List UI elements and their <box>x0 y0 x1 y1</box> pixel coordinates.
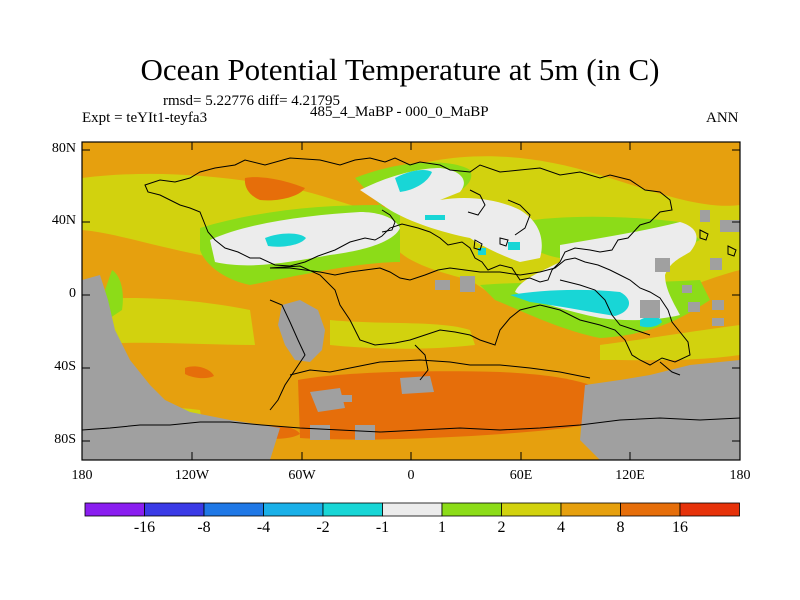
colorbar-swatch-10 <box>679 502 740 517</box>
x-label-180w: 180 <box>71 468 93 483</box>
x-label-60w: 60W <box>288 468 316 483</box>
map-plot-area <box>82 142 740 460</box>
colorbar-label: 2 <box>497 519 506 536</box>
colorbar-swatch-3 <box>263 502 324 517</box>
map-title: Ocean Potential Temperature at 5m (in C) <box>140 52 660 87</box>
experiment-label: Expt = teYIt1-teyfa3 <box>82 110 208 126</box>
land-mask <box>82 210 740 460</box>
colorbar-label: -16 <box>133 519 156 536</box>
season-label: ANN <box>706 110 739 126</box>
y-label-0: 0 <box>69 286 76 301</box>
colorbar-label: 16 <box>672 519 688 536</box>
colorbar-swatch-7 <box>501 502 562 517</box>
colorbar-label: -8 <box>197 519 211 536</box>
colorbar-label: 4 <box>557 519 565 536</box>
x-label-180e: 180 <box>729 468 751 483</box>
colorbar-label: 8 <box>616 519 625 536</box>
y-label-80n: 80N <box>51 141 76 156</box>
x-label-0: 0 <box>407 468 415 483</box>
coastlines <box>82 157 740 433</box>
colorbar-swatch-8 <box>560 502 621 517</box>
colorbar-swatch-2 <box>203 502 264 517</box>
colorbar-swatch-0 <box>84 502 145 517</box>
band-cool <box>265 170 662 328</box>
colorbar-label: 1 <box>438 519 446 536</box>
x-ticks <box>81 142 741 460</box>
band-8-16 <box>185 177 590 440</box>
y-label-80s: 80S <box>54 432 76 447</box>
colorbar-label: -2 <box>316 519 330 536</box>
x-label-120e: 120E <box>615 468 645 483</box>
colorbar-swatch-1 <box>144 502 205 517</box>
colorbar-label: -1 <box>375 519 390 536</box>
case-label: 485_4_MaBP - 000_0_MaBP <box>310 104 489 120</box>
y-ticks <box>82 149 740 442</box>
x-label-60e: 60E <box>509 468 533 483</box>
y-label-40n: 40N <box>51 213 76 228</box>
stats-text: rmsd= 5.22776 diff= 4.21795 <box>163 93 341 109</box>
colorbar-swatch-6 <box>441 502 502 517</box>
y-label-40s: 40S <box>54 359 76 374</box>
colorbar-swatch-4 <box>322 502 383 517</box>
colorbar-swatch-5 <box>382 502 443 517</box>
colorbar-label: -4 <box>256 519 271 536</box>
colorbar-swatch-9 <box>620 502 681 517</box>
colorbar <box>84 502 740 517</box>
x-label-120w: 120W <box>174 468 210 483</box>
